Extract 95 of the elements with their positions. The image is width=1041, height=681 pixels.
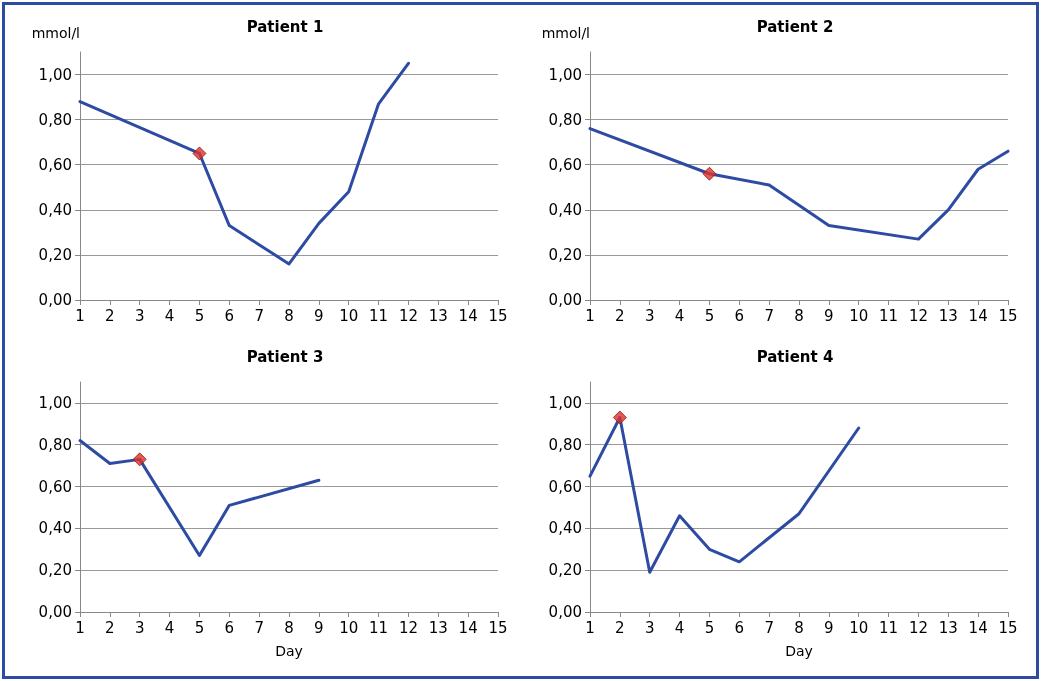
x-tick-label: 2 xyxy=(615,306,625,325)
y-tick-label: 0,40 xyxy=(548,200,582,219)
x-tick-label: 10 xyxy=(339,306,359,325)
x-tick-label: 11 xyxy=(369,306,389,325)
x-axis-title: Day xyxy=(275,643,303,659)
x-tick-label: 1 xyxy=(585,306,595,325)
x-tick-label: 6 xyxy=(224,618,235,637)
x-tick-label: 6 xyxy=(734,306,745,325)
x-tick-label: 8 xyxy=(284,618,294,637)
x-tick-label: 2 xyxy=(105,618,115,637)
y-tick-label: 0,60 xyxy=(548,155,582,174)
x-tick-label: 15 xyxy=(488,618,508,637)
x-tick-label: 4 xyxy=(674,306,685,325)
chart-title: Patient 2 xyxy=(756,17,834,36)
y-tick-label: 0,80 xyxy=(38,110,72,129)
y-tick-label: 0,00 xyxy=(38,603,72,621)
y-tick-label: 0,00 xyxy=(548,291,582,309)
x-tick-label: 3 xyxy=(134,306,145,325)
x-tick-label: 3 xyxy=(644,306,655,325)
x-tick-label: 7 xyxy=(254,618,264,637)
y-tick-label: 0,20 xyxy=(38,245,72,264)
x-tick-label: 14 xyxy=(458,306,478,325)
x-tick-label: 9 xyxy=(314,306,324,325)
x-tick-label: 8 xyxy=(284,306,294,325)
x-tick-label: 12 xyxy=(908,306,928,325)
x-tick-label: 5 xyxy=(704,618,715,637)
x-tick-label: 11 xyxy=(369,618,389,637)
x-tick-label: 3 xyxy=(134,618,145,637)
y-tick-label: 1,00 xyxy=(38,65,72,84)
x-tick-label: 15 xyxy=(488,306,508,325)
x-tick-label: 10 xyxy=(849,306,869,325)
y-tick-label: 1,00 xyxy=(38,393,72,412)
x-tick-label: 4 xyxy=(164,618,175,637)
y-tick-label: 0,20 xyxy=(548,245,582,264)
x-tick-label: 4 xyxy=(164,306,175,325)
y-axis-title: mmol/l xyxy=(31,25,80,41)
x-tick-label: 7 xyxy=(254,306,264,325)
x-tick-label: 4 xyxy=(674,618,685,637)
y-tick-label: 0,40 xyxy=(38,200,72,219)
x-tick-label: 1 xyxy=(75,306,85,325)
x-tick-label: 12 xyxy=(398,618,418,637)
x-tick-label: 1 xyxy=(75,618,85,637)
x-tick-label: 9 xyxy=(314,618,324,637)
x-tick-label: 9 xyxy=(824,306,834,325)
x-tick-label: 5 xyxy=(704,306,715,325)
x-tick-label: 2 xyxy=(105,306,115,325)
x-tick-label: 12 xyxy=(908,618,928,637)
y-tick-label: 0,20 xyxy=(38,561,72,580)
x-tick-label: 5 xyxy=(194,618,205,637)
x-tick-label: 9 xyxy=(824,618,834,637)
y-tick-label: 0,00 xyxy=(548,603,582,621)
x-tick-label: 1 xyxy=(585,618,595,637)
y-tick-label: 0,80 xyxy=(38,435,72,454)
y-tick-label: 0,80 xyxy=(548,110,582,129)
x-tick-label: 11 xyxy=(879,618,899,637)
y-tick-label: 0,60 xyxy=(38,477,72,496)
chart-title: Patient 3 xyxy=(246,347,324,366)
x-tick-label: 15 xyxy=(998,618,1018,637)
x-tick-label: 15 xyxy=(998,306,1018,325)
line-series xyxy=(78,61,410,266)
x-tick-label: 11 xyxy=(879,306,899,325)
x-tick-label: 10 xyxy=(849,618,869,637)
x-tick-label: 13 xyxy=(428,618,448,637)
x-tick-label: 14 xyxy=(968,306,988,325)
x-tick-label: 13 xyxy=(428,306,448,325)
line-series xyxy=(78,439,321,558)
x-tick-label: 12 xyxy=(398,306,418,325)
x-tick-label: 8 xyxy=(794,618,804,637)
y-tick-label: 1,00 xyxy=(548,65,582,84)
y-tick-label: 1,00 xyxy=(548,393,582,412)
y-tick-label: 0,20 xyxy=(548,561,582,580)
y-tick-label: 0,40 xyxy=(38,519,72,538)
x-tick-label: 14 xyxy=(458,618,478,637)
x-tick-label: 7 xyxy=(764,306,774,325)
chart-title: Patient 1 xyxy=(246,17,324,36)
y-tick-label: 0,60 xyxy=(38,155,72,174)
y-tick-label: 0,40 xyxy=(548,519,582,538)
y-axis-title: mmol/l xyxy=(541,25,590,41)
x-tick-label: 13 xyxy=(938,618,958,637)
chart-title: Patient 4 xyxy=(756,347,834,366)
y-tick-label: 0,80 xyxy=(548,435,582,454)
x-tick-label: 5 xyxy=(194,306,205,325)
line-series xyxy=(588,127,1010,241)
x-tick-label: 10 xyxy=(339,618,359,637)
x-tick-label: 13 xyxy=(938,306,958,325)
x-tick-label: 8 xyxy=(794,306,804,325)
x-tick-label: 14 xyxy=(968,618,988,637)
x-tick-label: 6 xyxy=(224,306,235,325)
x-tick-label: 3 xyxy=(644,618,655,637)
x-axis-title: Day xyxy=(785,643,813,659)
y-tick-label: 0,60 xyxy=(548,477,582,496)
x-tick-label: 6 xyxy=(734,618,745,637)
y-tick-label: 0,00 xyxy=(38,291,72,309)
x-tick-label: 2 xyxy=(615,618,625,637)
x-tick-label: 7 xyxy=(764,618,774,637)
